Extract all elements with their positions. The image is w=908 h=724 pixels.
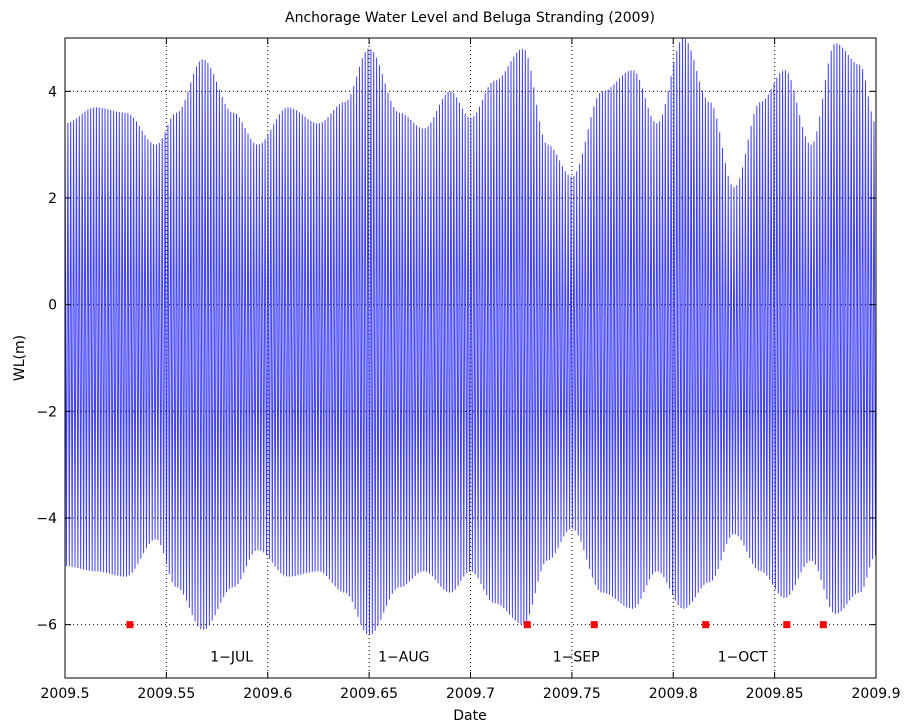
- x-tick-label: 2009.6: [243, 686, 292, 702]
- x-tick-label: 2009.85: [746, 686, 804, 702]
- month-annotation: 1−AUG: [378, 650, 429, 666]
- x-tick-label: 2009.5: [41, 686, 90, 702]
- stranding-marker: [523, 621, 531, 629]
- month-annotation: 1−JUL: [210, 650, 253, 666]
- stranding-marker: [819, 621, 827, 629]
- x-tick-label: 2009.8: [649, 686, 698, 702]
- month-annotations: 1−JUL 1−AUG 1−SEP 1−OCT: [210, 650, 768, 666]
- water-level-series: [64, 38, 876, 636]
- stranding-marker: [702, 621, 710, 629]
- y-axis-ticks: −6 −4 −2 0 2 4: [36, 84, 876, 634]
- x-tick-label: 2009.55: [137, 686, 195, 702]
- y-tick-label: −4: [36, 511, 57, 527]
- y-tick-label: 4: [48, 84, 57, 100]
- stranding-marker: [590, 621, 598, 629]
- month-annotation: 1−OCT: [718, 650, 768, 666]
- chart-title: Anchorage Water Level and Beluga Strandi…: [285, 10, 655, 26]
- y-tick-label: −6: [36, 618, 57, 634]
- stranding-marker: [126, 621, 134, 629]
- stranding-markers: [126, 621, 827, 629]
- x-tick-label: 2009.75: [543, 686, 601, 702]
- x-tick-label: 2009.9: [852, 686, 901, 702]
- month-annotation: 1−SEP: [553, 650, 600, 666]
- y-tick-label: −2: [36, 404, 57, 420]
- x-tick-label: 2009.7: [446, 686, 495, 702]
- water-level-line: [64, 38, 876, 636]
- x-tick-label: 2009.65: [340, 686, 398, 702]
- stranding-marker: [783, 621, 791, 629]
- x-axis-ticks: 2009.5 2009.55 2009.6 2009.65 2009.7 2009.75 2…: [41, 38, 901, 702]
- y-axis-label: WL(m): [12, 335, 28, 381]
- x-axis-label: Date: [453, 708, 486, 724]
- y-tick-label: 2: [48, 191, 57, 207]
- y-tick-label: 0: [48, 298, 57, 314]
